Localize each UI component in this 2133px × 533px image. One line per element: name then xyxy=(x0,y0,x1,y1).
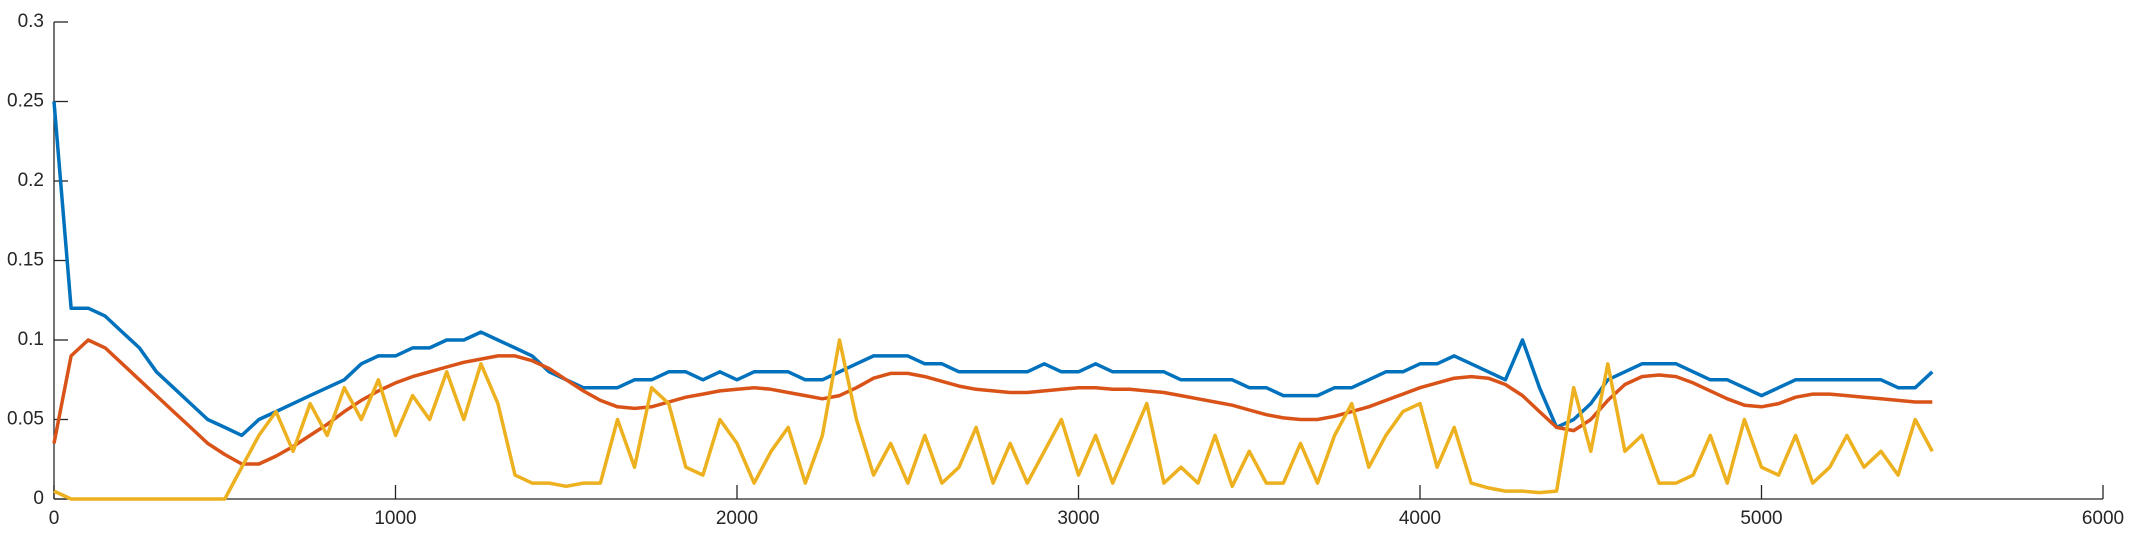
y-tick-label: 0 xyxy=(33,488,44,509)
y-tick-label: 0.25 xyxy=(7,91,44,112)
x-tick-label: 1000 xyxy=(374,508,416,529)
series-line xyxy=(52,338,1933,466)
y-tick-label: 0.1 xyxy=(18,329,44,350)
y-tick-label: 0.2 xyxy=(18,170,44,191)
series-line xyxy=(52,101,1934,438)
x-tick-label: 2000 xyxy=(716,508,758,529)
x-tick-label: 0 xyxy=(49,508,60,529)
y-tick-label: 0.05 xyxy=(7,409,44,430)
x-tick-label: 3000 xyxy=(1057,508,1099,529)
x-tick-label: 5000 xyxy=(1740,508,1782,529)
x-tick-label: 4000 xyxy=(1399,508,1441,529)
series-line xyxy=(53,338,1934,501)
x-tick-label: 6000 xyxy=(2082,508,2124,529)
y-tick-label: 0.15 xyxy=(7,250,44,271)
y-tick-label: 0.3 xyxy=(18,11,44,32)
